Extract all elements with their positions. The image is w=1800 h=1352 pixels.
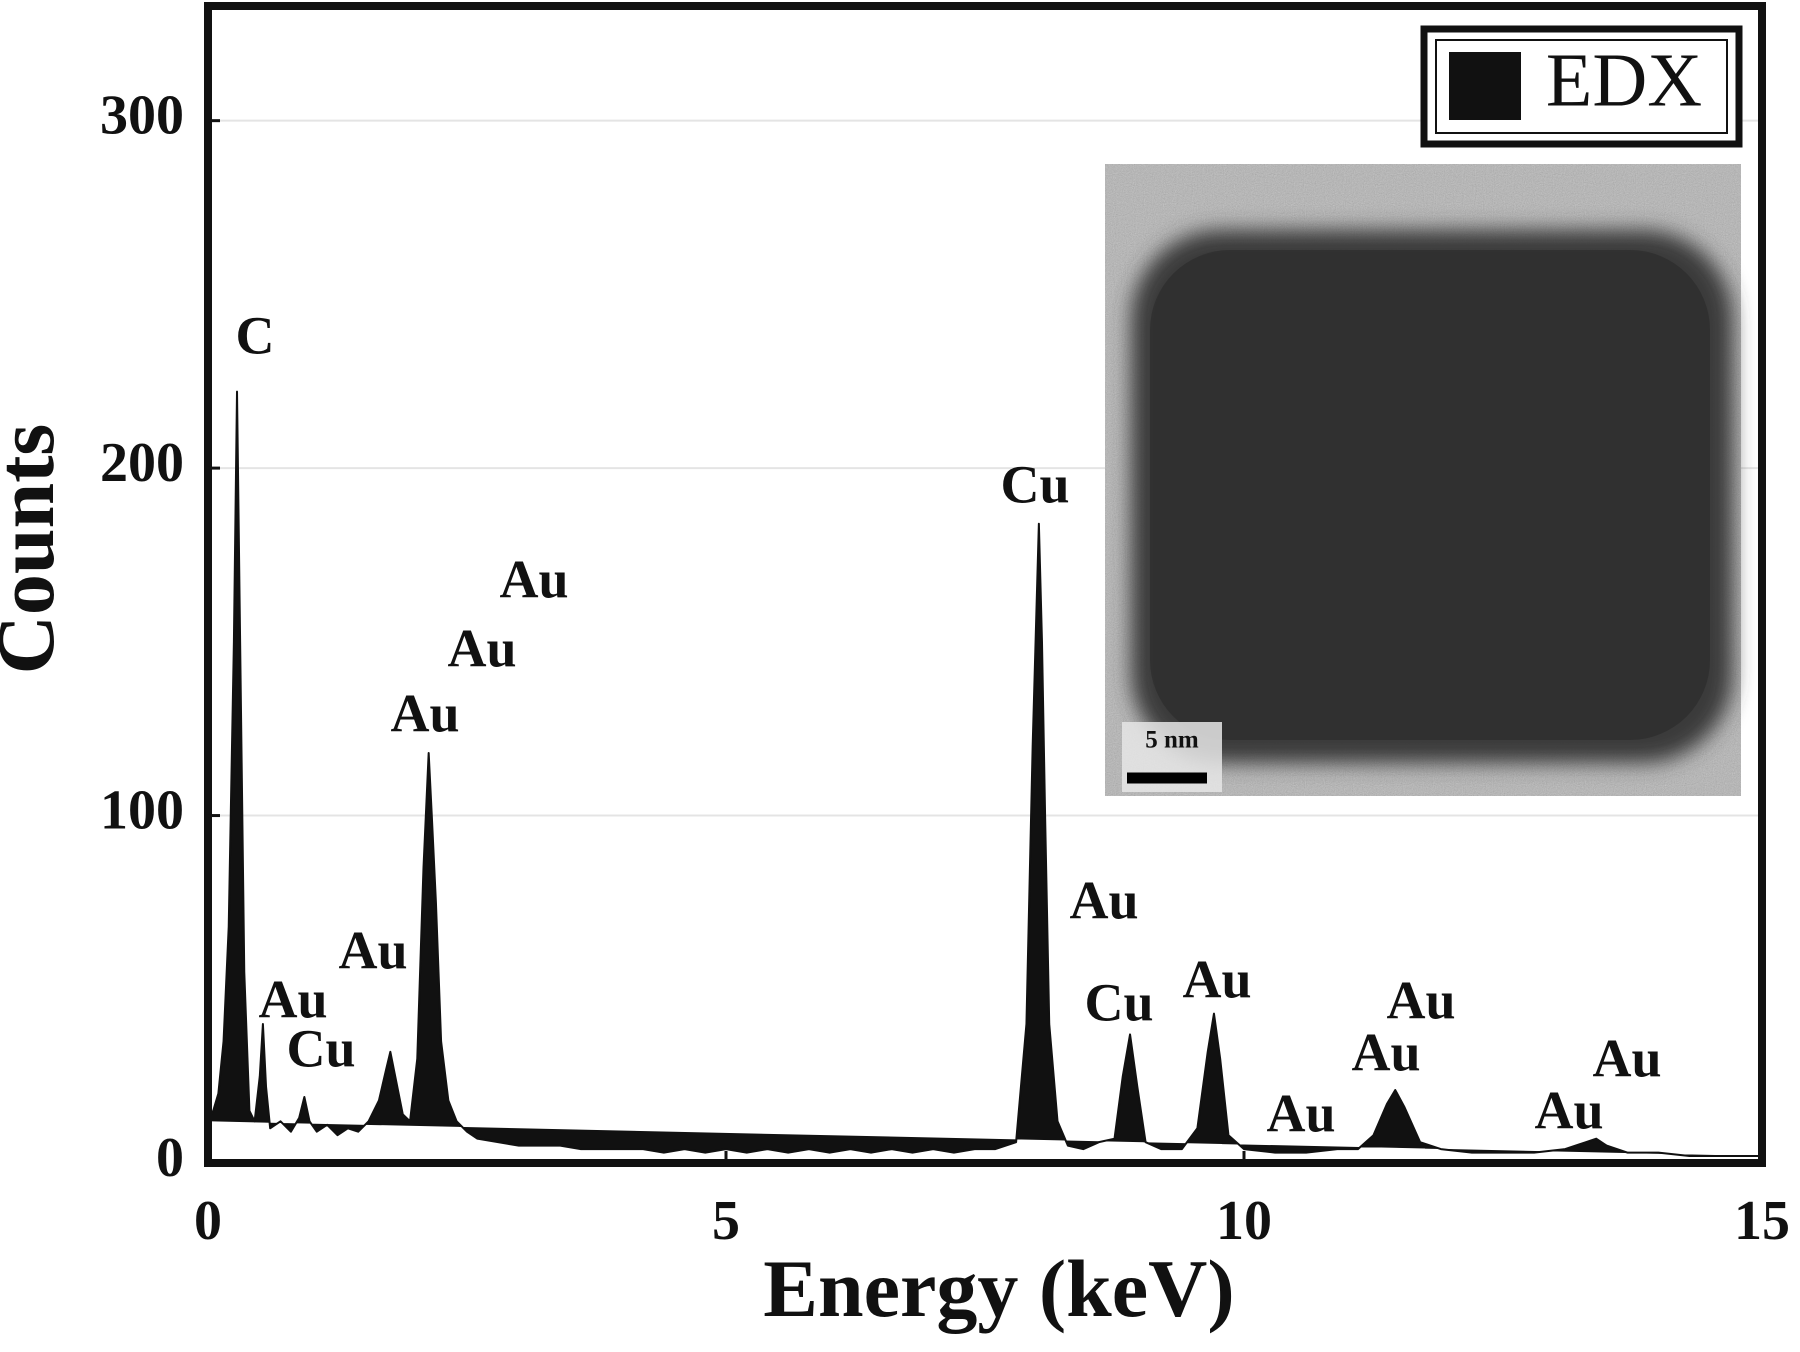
scale-bar-label: 5 nm bbox=[1145, 727, 1199, 754]
peak-label: Au bbox=[338, 920, 407, 980]
spectrum bbox=[207, 390, 1762, 1158]
peak-label: Au bbox=[1182, 949, 1251, 1009]
peak-label: Au bbox=[1351, 1022, 1420, 1082]
legend-inner-box bbox=[1435, 39, 1728, 134]
peak-label: Au bbox=[1069, 870, 1138, 930]
x-tick-label: 10 bbox=[1216, 1190, 1272, 1252]
legend-swatch bbox=[1449, 52, 1521, 120]
plot-frame bbox=[204, 2, 1766, 1167]
peak-label: Au bbox=[1534, 1080, 1603, 1140]
peak-label: C bbox=[236, 305, 275, 365]
peak-label: Au bbox=[258, 969, 327, 1029]
legend-label: EDX bbox=[1546, 38, 1702, 122]
peak-label: Au bbox=[390, 683, 459, 743]
peak-label: Cu bbox=[1084, 972, 1153, 1032]
peak-label: Au bbox=[447, 618, 516, 678]
x-axis-title: Energy (keV) bbox=[763, 1243, 1234, 1334]
peak-label: Au bbox=[1386, 970, 1455, 1030]
x-tick-label: 15 bbox=[1734, 1190, 1790, 1252]
nanocube-core bbox=[1150, 250, 1710, 740]
x-tick-label: 5 bbox=[712, 1190, 740, 1252]
peak-label: Au bbox=[1266, 1083, 1335, 1143]
legend: EDX bbox=[1420, 25, 1743, 148]
y-tick-label: 100 bbox=[100, 779, 184, 841]
peak-label: Cu bbox=[286, 1018, 355, 1078]
peak-label: Cu bbox=[1000, 454, 1069, 514]
y-tick-label: 200 bbox=[100, 432, 184, 494]
y-tick-label: 300 bbox=[100, 85, 184, 147]
peak-label: Au bbox=[499, 549, 568, 609]
inset-image: 5 nm bbox=[1105, 164, 1741, 796]
y-axis-title: Counts bbox=[0, 424, 71, 675]
legend-box bbox=[1420, 25, 1743, 148]
y-tick-label: 0 bbox=[156, 1127, 184, 1189]
peak-label: Au bbox=[1592, 1028, 1661, 1088]
x-tick-label: 0 bbox=[194, 1190, 222, 1252]
spectrum-line bbox=[207, 390, 1762, 1158]
